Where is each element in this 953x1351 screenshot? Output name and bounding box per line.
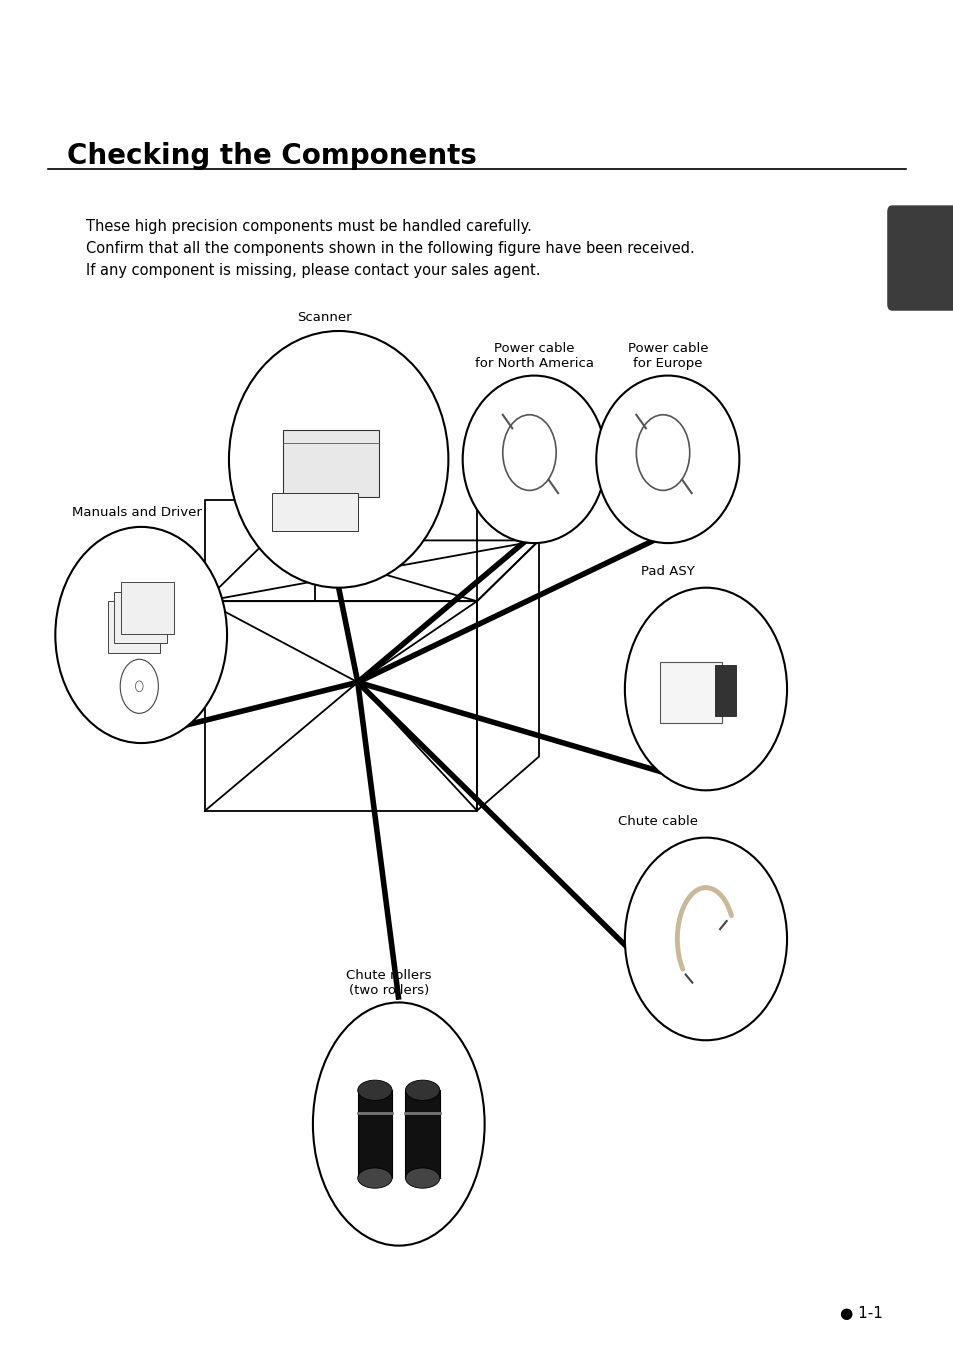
Text: ● 1-1: ● 1-1 xyxy=(839,1306,882,1321)
Ellipse shape xyxy=(596,376,739,543)
Text: Power cable
for Europe: Power cable for Europe xyxy=(627,342,707,370)
Text: Pad ASY: Pad ASY xyxy=(640,565,694,578)
Bar xyxy=(283,430,378,497)
Bar xyxy=(108,601,160,653)
Text: Chute cable: Chute cable xyxy=(618,815,698,828)
Bar xyxy=(114,592,167,643)
Text: Checking the Components: Checking the Components xyxy=(67,142,476,170)
Bar xyxy=(715,665,736,716)
Ellipse shape xyxy=(624,588,786,790)
Text: Chute rollers
(two rollers): Chute rollers (two rollers) xyxy=(346,969,432,997)
Ellipse shape xyxy=(229,331,448,588)
Ellipse shape xyxy=(313,1002,484,1246)
Bar xyxy=(272,493,357,531)
Text: Manuals and Driver: Manuals and Driver xyxy=(71,505,201,519)
Ellipse shape xyxy=(357,1081,392,1100)
Bar xyxy=(659,662,721,723)
Bar xyxy=(405,1090,439,1178)
Text: Power cable
for North America: Power cable for North America xyxy=(475,342,593,370)
Ellipse shape xyxy=(405,1081,439,1100)
Circle shape xyxy=(135,681,143,692)
Ellipse shape xyxy=(405,1167,439,1189)
Bar xyxy=(121,582,173,634)
Text: These high precision components must be handled carefully.
Confirm that all the : These high precision components must be … xyxy=(86,219,694,278)
Ellipse shape xyxy=(624,838,786,1040)
Ellipse shape xyxy=(462,376,605,543)
FancyBboxPatch shape xyxy=(886,205,953,311)
Text: Scanner: Scanner xyxy=(296,311,352,324)
Ellipse shape xyxy=(357,1167,392,1189)
Ellipse shape xyxy=(55,527,227,743)
Bar xyxy=(357,1090,392,1178)
